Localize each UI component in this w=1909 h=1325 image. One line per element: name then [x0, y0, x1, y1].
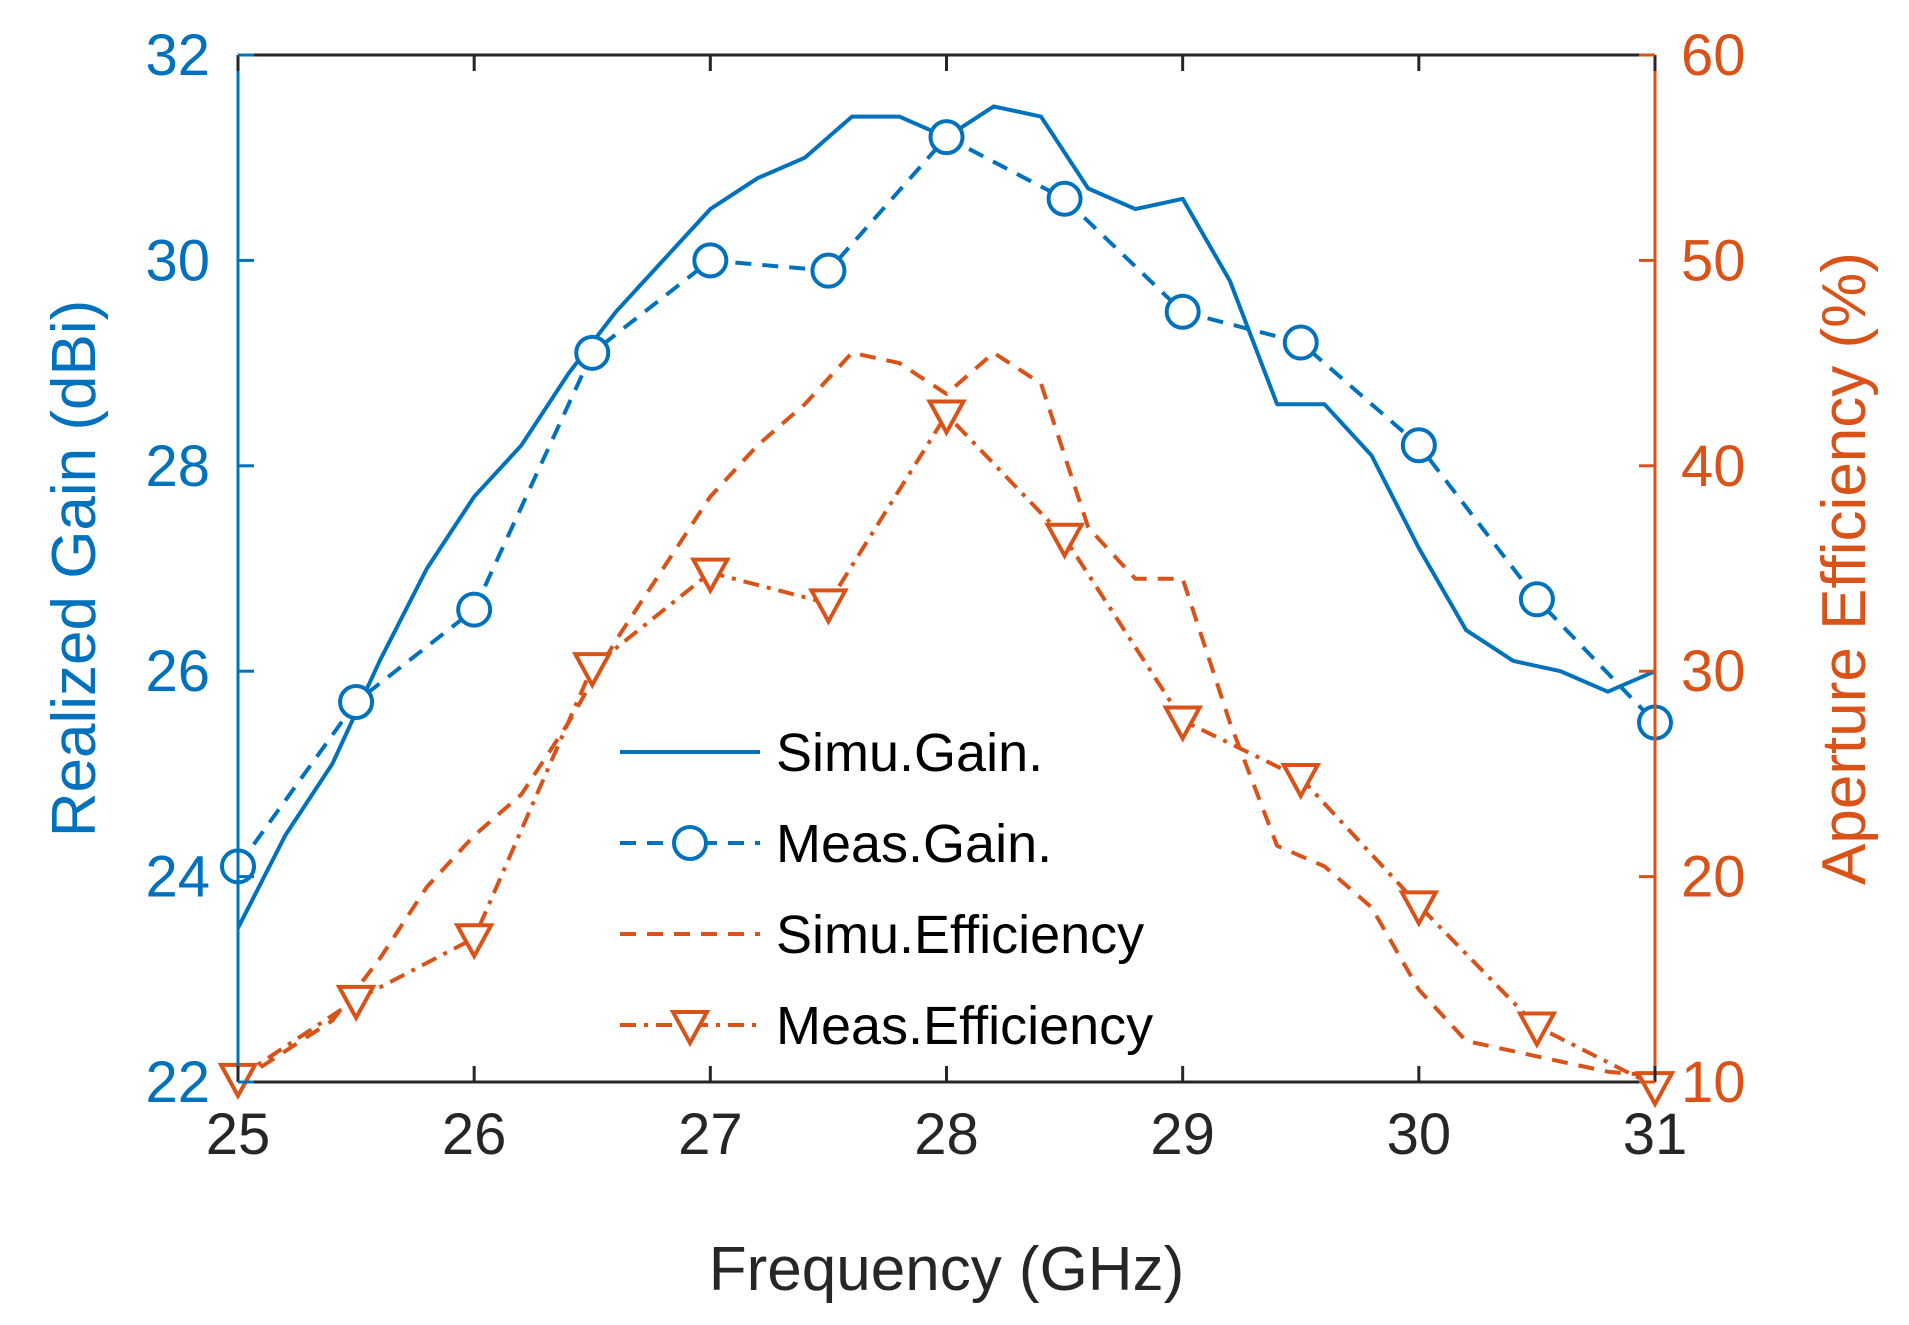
x-tick-label: 29 — [1150, 1102, 1215, 1167]
data-point-meas-efficiency — [571, 652, 613, 690]
x-tick-label: 26 — [442, 1102, 507, 1167]
series-line-simu-gain — [236, 104, 1656, 929]
y-left-tick-label: 30 — [145, 228, 210, 293]
y-left-tick-label: 24 — [145, 845, 210, 910]
legend-entry-meas-efficiency: Meas.Efficiency — [620, 996, 1153, 1056]
data-point-meas-efficiency — [1398, 890, 1440, 928]
y-left-tick-label: 22 — [145, 1050, 210, 1115]
legend-entry-simu-gain: Simu.Gain. — [620, 723, 1043, 783]
x-tick-label: 28 — [914, 1102, 979, 1167]
data-point-meas-efficiency — [808, 588, 849, 626]
data-point-meas-efficiency — [1044, 522, 1085, 560]
x-axis-title: Frequency (GHz) — [709, 1235, 1184, 1304]
y-left-tick-label: 26 — [145, 639, 210, 704]
y-right-tick-label: 30 — [1681, 639, 1746, 704]
data-point-meas-gain — [1518, 581, 1555, 618]
data-point-meas-efficiency — [926, 399, 967, 437]
data-point-meas-gain — [1046, 180, 1083, 217]
data-point-meas-gain — [692, 242, 729, 279]
legend-label-simu-gain: Simu.Gain. — [776, 723, 1043, 783]
x-tick-label: 30 — [1387, 1102, 1452, 1167]
y-left-tick-label: 28 — [145, 434, 210, 499]
plot-area: 25 26 27 28 29 30 31 22 24 26 28 30 32 10 20 30 40 50 60 — [145, 23, 1745, 1167]
y-axis-left-title: Realized Gain (dBi) — [40, 300, 109, 838]
data-point-meas-efficiency — [1162, 705, 1204, 743]
data-point-meas-gain — [1164, 293, 1201, 330]
data-point-meas-efficiency — [335, 984, 377, 1022]
legend-label-meas-gain: Meas.Gain. — [776, 814, 1052, 874]
legend-marker-circle — [672, 825, 708, 861]
data-point-meas-efficiency — [1280, 763, 1322, 801]
legend-entry-simu-efficiency: Simu.Efficiency — [620, 905, 1144, 965]
legend-label-meas-efficiency: Meas.Efficiency — [776, 996, 1153, 1056]
data-point-meas-gain — [1282, 324, 1319, 361]
y-right-tick-label: 60 — [1681, 23, 1746, 88]
series-line-simu-efficiency — [236, 350, 1656, 1084]
y-right-tick-label: 20 — [1681, 845, 1746, 910]
x-tick-label: 25 — [206, 1102, 271, 1167]
x-tick-label: 27 — [678, 1102, 743, 1167]
y-left-tick-label: 32 — [145, 23, 210, 88]
data-point-meas-gain — [1400, 427, 1437, 464]
data-point-meas-gain — [810, 252, 847, 289]
legend-entry-meas-gain: Meas.Gain. — [620, 814, 1052, 874]
y-right-tick-label: 10 — [1681, 1050, 1746, 1115]
legend-marker-triangle — [669, 1010, 711, 1048]
data-point-meas-efficiency — [453, 923, 495, 961]
legend: Simu.Gain. Meas.Gain. Simu.Efficiency Me… — [620, 723, 1153, 1056]
y-axis-right-title: Aperture Efficiency (%) — [1810, 252, 1879, 885]
y-right-tick-label: 50 — [1681, 228, 1746, 293]
data-point-meas-gain — [574, 334, 611, 371]
data-point-meas-gain — [338, 684, 375, 721]
legend-label-simu-efficiency: Simu.Efficiency — [776, 905, 1144, 965]
data-point-meas-gain — [928, 119, 965, 156]
data-point-meas-efficiency — [689, 557, 731, 595]
x-tick-label: 31 — [1623, 1102, 1688, 1167]
data-point-meas-efficiency — [1516, 1011, 1558, 1049]
y-right-tick-label: 40 — [1681, 434, 1746, 499]
data-point-meas-gain — [456, 591, 493, 628]
